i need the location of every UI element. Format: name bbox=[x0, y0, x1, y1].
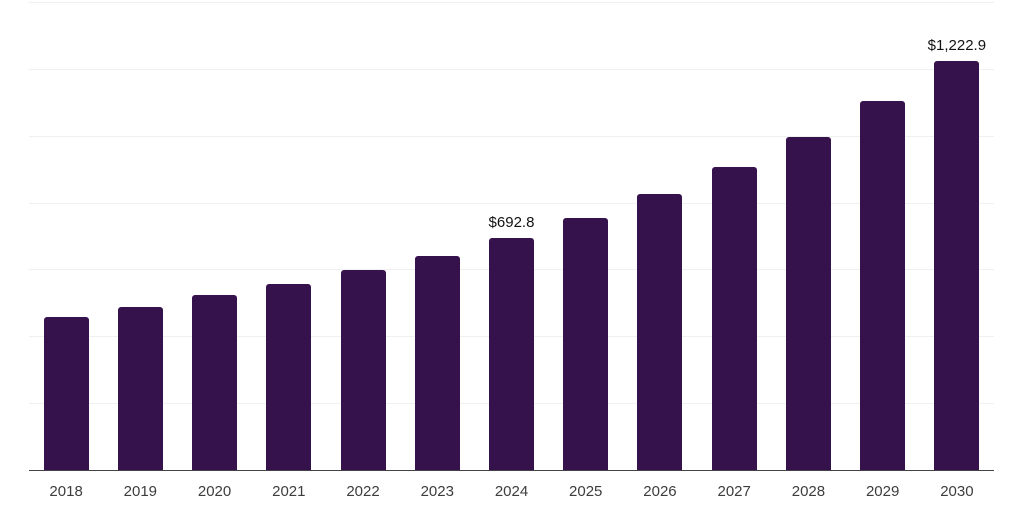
x-axis-label-2028: 2028 bbox=[791, 483, 826, 500]
gridline bbox=[29, 2, 994, 3]
gridline bbox=[29, 68, 994, 70]
x-axis-label-2023: 2023 bbox=[420, 483, 454, 500]
x-axis-label-2019: 2019 bbox=[123, 483, 158, 500]
bar-2030 bbox=[934, 61, 980, 470]
x-axis-label-2020: 2020 bbox=[197, 483, 232, 500]
x-axis-label-2030: 2030 bbox=[940, 483, 974, 500]
bar-2020 bbox=[192, 294, 238, 470]
bar-2026 bbox=[637, 193, 683, 470]
gridline bbox=[29, 135, 994, 137]
x-axis-label-2022: 2022 bbox=[346, 483, 380, 500]
bar-2019 bbox=[117, 307, 163, 470]
x-axis-label-2025: 2025 bbox=[569, 483, 603, 500]
x-axis-label-2021: 2021 bbox=[272, 483, 306, 500]
x-axis-label-2029: 2029 bbox=[865, 483, 900, 500]
bar-2021 bbox=[266, 284, 312, 470]
x-axis-label-2018: 2018 bbox=[49, 483, 83, 500]
bar-value-label-2030: $1,222.9 bbox=[927, 37, 987, 55]
bar-value-label-2024: $692.8 bbox=[488, 214, 535, 232]
x-axis-label-2024: 2024 bbox=[494, 483, 529, 500]
bar-2028 bbox=[785, 137, 831, 470]
bar-2018 bbox=[43, 316, 89, 470]
bar-2027 bbox=[711, 167, 757, 470]
gridline bbox=[29, 202, 994, 204]
bar-2025 bbox=[563, 218, 609, 470]
x-axis-line bbox=[29, 469, 994, 471]
bar-2023 bbox=[414, 256, 460, 470]
x-axis-label-2027: 2027 bbox=[717, 483, 751, 500]
bar-2024 bbox=[489, 238, 534, 470]
x-axis-label-2026: 2026 bbox=[643, 483, 677, 500]
bar-2022 bbox=[340, 270, 386, 470]
bar-2029 bbox=[860, 100, 906, 470]
